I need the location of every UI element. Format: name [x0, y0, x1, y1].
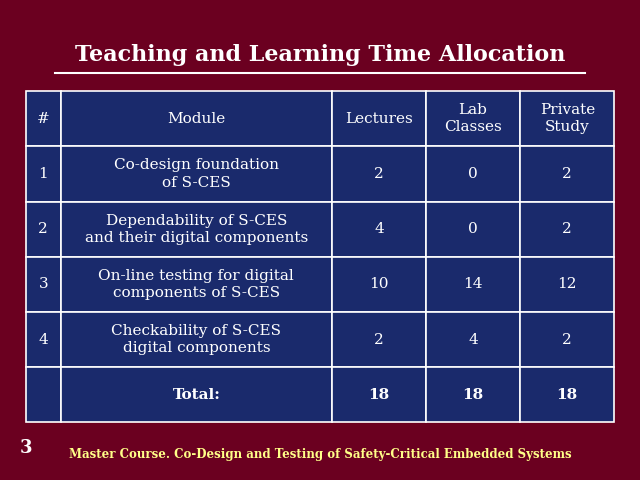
- Bar: [26, 91, 61, 146]
- Bar: [61, 367, 332, 422]
- Bar: [332, 257, 426, 312]
- Text: #: #: [37, 112, 50, 126]
- Text: 14: 14: [463, 277, 483, 291]
- Bar: [426, 91, 520, 146]
- Text: 18: 18: [557, 388, 578, 402]
- Text: Lab
Classes: Lab Classes: [444, 103, 502, 134]
- Text: Dependability of S-CES
and their digital components: Dependability of S-CES and their digital…: [84, 214, 308, 245]
- Bar: [26, 146, 61, 202]
- Bar: [61, 91, 332, 146]
- Text: 2: 2: [38, 222, 48, 236]
- Bar: [520, 257, 614, 312]
- Bar: [332, 146, 426, 202]
- Bar: [61, 146, 332, 202]
- Bar: [26, 202, 61, 257]
- Bar: [520, 202, 614, 257]
- Text: 18: 18: [463, 388, 484, 402]
- Text: 3: 3: [38, 277, 48, 291]
- Text: 18: 18: [368, 388, 390, 402]
- Text: 2: 2: [374, 167, 384, 181]
- Text: Total:: Total:: [172, 388, 220, 402]
- Text: 0: 0: [468, 222, 478, 236]
- Text: 12: 12: [557, 277, 577, 291]
- Text: 2: 2: [563, 167, 572, 181]
- Text: Private
Study: Private Study: [540, 103, 595, 134]
- Bar: [520, 312, 614, 367]
- Text: Checkability of S-CES
digital components: Checkability of S-CES digital components: [111, 324, 282, 355]
- Bar: [61, 202, 332, 257]
- Bar: [332, 91, 426, 146]
- Bar: [332, 202, 426, 257]
- Text: 2: 2: [563, 222, 572, 236]
- Text: 1: 1: [38, 167, 48, 181]
- Bar: [26, 367, 61, 422]
- Bar: [26, 312, 61, 367]
- Bar: [61, 257, 332, 312]
- Bar: [426, 367, 520, 422]
- Text: 4: 4: [38, 333, 48, 347]
- Bar: [332, 367, 426, 422]
- Text: 2: 2: [563, 333, 572, 347]
- Text: 2: 2: [374, 333, 384, 347]
- Text: 0: 0: [468, 167, 478, 181]
- Text: Module: Module: [167, 112, 225, 126]
- Bar: [426, 257, 520, 312]
- Text: Teaching and Learning Time Allocation: Teaching and Learning Time Allocation: [75, 44, 565, 66]
- Bar: [520, 146, 614, 202]
- Text: Master Course. Co-Design and Testing of Safety-Critical Embedded Systems: Master Course. Co-Design and Testing of …: [68, 447, 572, 461]
- Bar: [426, 202, 520, 257]
- Text: 4: 4: [374, 222, 384, 236]
- Text: 4: 4: [468, 333, 478, 347]
- Text: Co-design foundation
of S-CES: Co-design foundation of S-CES: [114, 158, 279, 190]
- Text: On-line testing for digital
components of S-CES: On-line testing for digital components o…: [99, 269, 294, 300]
- Text: 3: 3: [19, 439, 32, 457]
- Bar: [26, 257, 61, 312]
- Bar: [426, 312, 520, 367]
- Bar: [426, 146, 520, 202]
- Bar: [520, 367, 614, 422]
- Bar: [61, 312, 332, 367]
- Text: 10: 10: [369, 277, 388, 291]
- Text: Lectures: Lectures: [345, 112, 413, 126]
- Bar: [520, 91, 614, 146]
- Bar: [332, 312, 426, 367]
